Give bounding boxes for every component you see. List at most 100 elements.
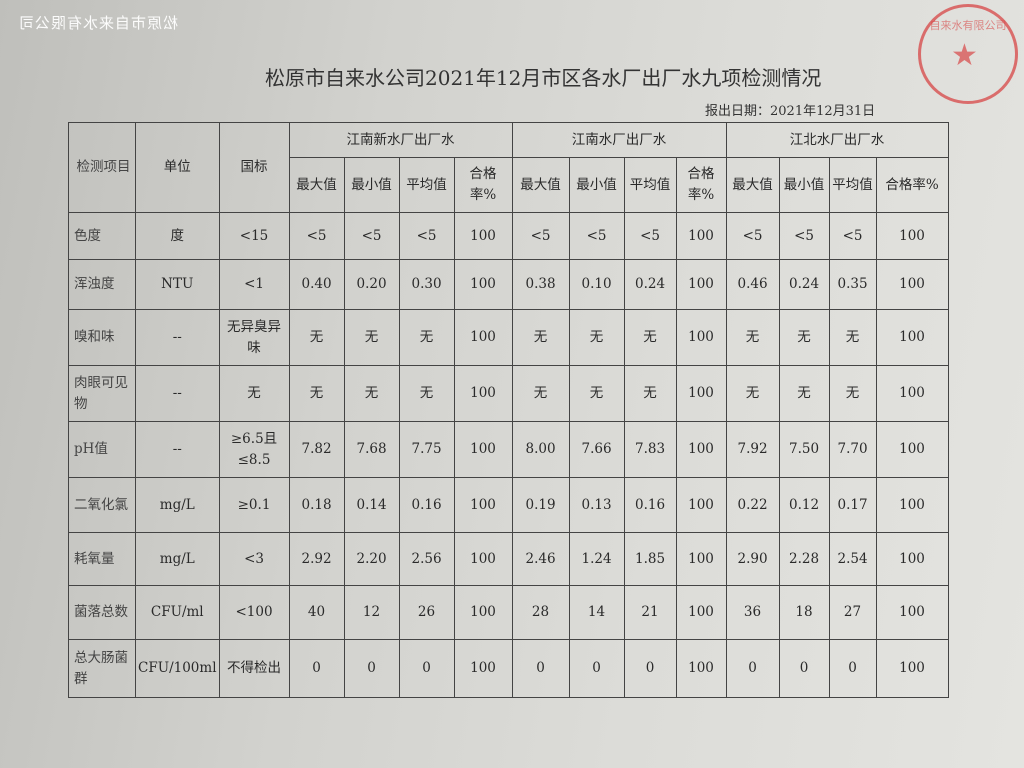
row-standard: <1 [218, 259, 290, 310]
row-item: 菌落总数 [68, 585, 136, 640]
row-item: 色度 [68, 212, 136, 260]
row-unit: CFU/ml [135, 585, 220, 640]
value-cell: <5 [568, 212, 625, 260]
value-cell: 100 [875, 421, 949, 478]
value-cell: 2.54 [828, 532, 877, 586]
header-plant-2: 江南水厂出厂水 [511, 122, 727, 158]
value-cell: 100 [675, 212, 727, 260]
value-cell: 100 [453, 212, 513, 260]
value-cell: 7.68 [343, 421, 400, 478]
subheader-cell: 最大值 [725, 157, 780, 213]
star-icon: ★ [951, 38, 978, 73]
value-cell: 100 [453, 477, 513, 533]
value-cell: 7.82 [288, 421, 345, 478]
value-cell: 0.16 [398, 477, 455, 533]
value-cell: 2.92 [288, 532, 345, 586]
value-cell: 0.24 [623, 259, 677, 310]
value-cell: 无 [288, 365, 345, 422]
row-standard: 无 [218, 365, 290, 422]
table-row: 菌落总数 CFU/ml <100 40 12 26 100 28 14 21 100 36 18 27 10… [68, 585, 949, 640]
value-cell: 100 [675, 309, 727, 366]
value-cell: 7.50 [778, 421, 830, 478]
value-cell: <5 [623, 212, 677, 260]
value-cell: 100 [453, 365, 513, 422]
subheader-cell: 最大值 [511, 157, 570, 213]
value-cell: 21 [623, 585, 677, 640]
row-standard: <100 [218, 585, 290, 640]
value-cell: 0 [511, 639, 570, 698]
row-unit: -- [135, 309, 220, 366]
value-cell: 100 [453, 532, 513, 586]
value-cell: 无 [725, 309, 780, 366]
value-cell: 14 [568, 585, 625, 640]
value-cell: 2.90 [725, 532, 780, 586]
value-cell: 0.46 [725, 259, 780, 310]
value-cell: 0.40 [288, 259, 345, 310]
row-item: 二氧化氯 [68, 477, 136, 533]
row-unit: CFU/100ml [135, 639, 220, 698]
row-item: 肉眼可见物 [68, 365, 136, 422]
value-cell: 0.16 [623, 477, 677, 533]
row-standard: 无异臭异味 [218, 309, 290, 366]
value-cell: 100 [453, 309, 513, 366]
value-cell: 无 [288, 309, 345, 366]
value-cell: 1.85 [623, 532, 677, 586]
value-cell: 0 [288, 639, 345, 698]
row-standard: ≥6.5且≤8.5 [218, 421, 290, 478]
value-cell: 无 [778, 365, 830, 422]
value-cell: 无 [568, 309, 625, 366]
value-cell: 0.35 [828, 259, 877, 310]
value-cell: 100 [875, 212, 949, 260]
value-cell: 28 [511, 585, 570, 640]
header-row-metrics: 最大值 最小值 平均值 合格率% 最大值 最小值 平均值 合格率% 最大值 最小值 平均值 合格率% [69, 157, 949, 213]
value-cell: 40 [288, 585, 345, 640]
value-cell: 1.24 [568, 532, 625, 586]
value-cell: 100 [875, 639, 949, 698]
value-cell: 2.56 [398, 532, 455, 586]
value-cell: 100 [875, 259, 949, 310]
table-row: pH值 -- ≥6.5且≤8.5 7.82 7.68 7.75 100 8.00 7.66 7.8… [68, 421, 949, 478]
row-item: 耗氧量 [68, 532, 136, 586]
document-title: 松原市自来水公司2021年12月市区各水厂出厂水九项检测情况 [265, 66, 822, 90]
value-cell: 无 [778, 309, 830, 366]
row-item: 总大肠菌群 [68, 639, 136, 698]
table-row: 浑浊度 NTU <1 0.40 0.20 0.30 100 0.38 0.10 0.24 100 0.… [68, 259, 949, 310]
value-cell: <5 [828, 212, 877, 260]
value-cell: 0.12 [778, 477, 830, 533]
value-cell: 0 [568, 639, 625, 698]
header-plant-1: 江南新水厂出厂水 [288, 122, 513, 158]
value-cell: 100 [675, 365, 727, 422]
watermark: 松原市自来水有限公司 [18, 14, 179, 32]
value-cell: 7.66 [568, 421, 625, 478]
value-cell: 7.70 [828, 421, 877, 478]
value-cell: 0 [623, 639, 677, 698]
value-cell: 8.00 [511, 421, 570, 478]
value-cell: 0.10 [568, 259, 625, 310]
row-unit: mg/L [135, 532, 220, 586]
table-row: 肉眼可见物 -- 无无无无 100 无无无 100 无无无 100 [68, 365, 949, 422]
row-unit: NTU [135, 259, 220, 310]
table-row: 嗅和味 -- 无异臭异味无无无 100 无无无 100 无无无 100 [68, 309, 949, 366]
subheader-cell: 合格率% [875, 157, 949, 213]
value-cell: <5 [725, 212, 780, 260]
row-unit: -- [135, 421, 220, 478]
value-cell: 100 [453, 259, 513, 310]
value-cell: 100 [675, 585, 727, 640]
value-cell: 100 [875, 585, 949, 640]
value-cell: <5 [288, 212, 345, 260]
value-cell: 100 [675, 259, 727, 310]
value-cell: 无 [623, 365, 677, 422]
value-cell: 无 [343, 365, 400, 422]
value-cell: <5 [778, 212, 830, 260]
row-item: pH值 [68, 421, 136, 478]
value-cell: 无 [828, 365, 877, 422]
row-unit: -- [135, 365, 220, 422]
value-cell: 2.20 [343, 532, 400, 586]
value-cell: 100 [675, 639, 727, 698]
subheader-cell: 平均值 [828, 157, 877, 213]
value-cell: 无 [623, 309, 677, 366]
subheader-cell: 最大值 [288, 157, 345, 213]
table-row: 总大肠菌群 CFU/100ml 不得检出 0 0 0 100 0 0 0 100 0 0 0 100 [68, 639, 949, 698]
value-cell: 100 [453, 421, 513, 478]
value-cell: 2.46 [511, 532, 570, 586]
